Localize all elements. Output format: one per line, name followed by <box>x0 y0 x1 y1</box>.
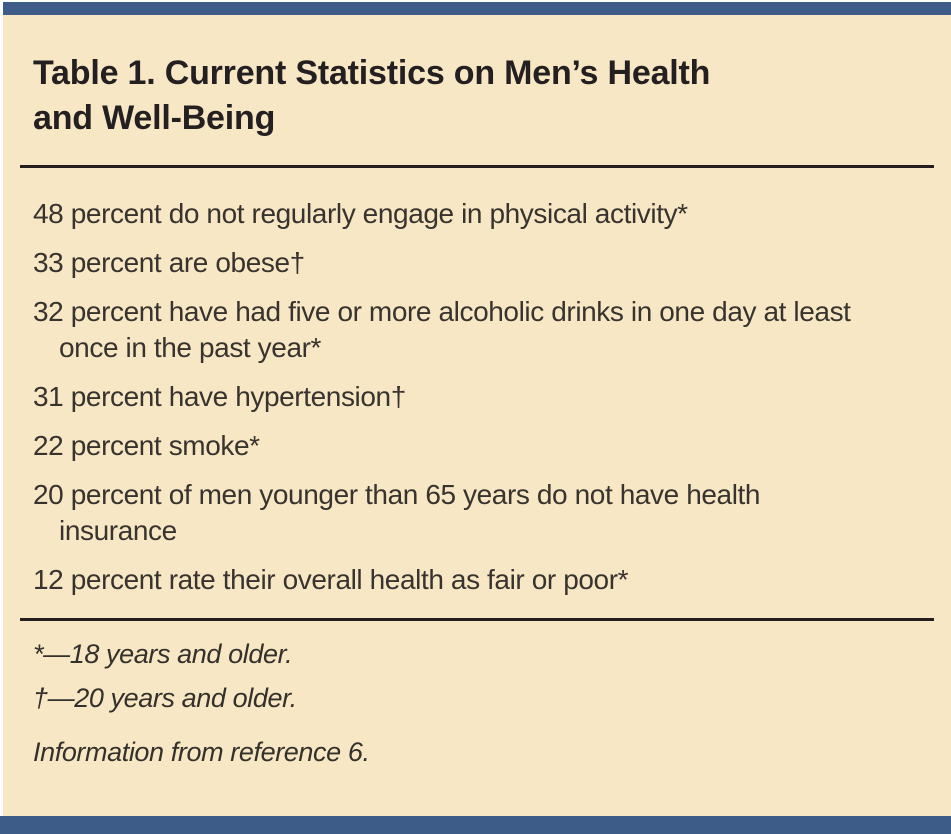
stats-list: 48 percent do not regularly engage in ph… <box>33 196 921 598</box>
bottom-accent-bar <box>0 816 951 834</box>
stat-item: 32 percent have had five or more alcohol… <box>33 296 851 363</box>
stat-item: 22 percent smoke* <box>33 430 260 461</box>
footnote-dagger: †—20 years and older. <box>33 683 297 713</box>
table-title: Table 1. Current Statistics on Men’s Hea… <box>33 54 711 137</box>
divider-top <box>20 165 934 168</box>
footnote-asterisk: *—18 years and older. <box>33 639 293 669</box>
divider-bottom <box>20 618 934 621</box>
footnotes: *—18 years and older. †—20 years and old… <box>33 635 921 717</box>
stat-item: 48 percent do not regularly engage in ph… <box>33 198 688 229</box>
table-panel: Table 1. Current Statistics on Men’s Hea… <box>3 15 951 816</box>
stat-item: 31 percent have hypertension† <box>33 381 406 412</box>
source-note: Information from reference 6. <box>33 737 370 767</box>
top-accent-bar <box>3 2 951 15</box>
stat-item: 12 percent rate their overall health as … <box>33 564 629 595</box>
stat-item: 20 percent of men younger than 65 years … <box>33 479 761 546</box>
stat-item: 33 percent are obese† <box>33 247 305 278</box>
